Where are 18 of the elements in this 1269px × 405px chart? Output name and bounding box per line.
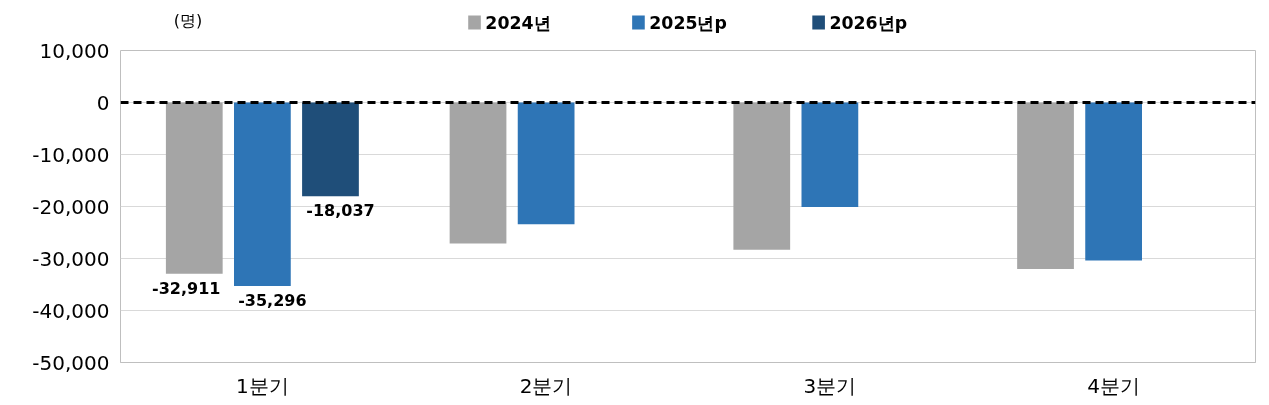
x-tick-label: 2분기 bbox=[519, 373, 573, 398]
y-tick-label: -50,000 bbox=[32, 350, 110, 375]
y-tick-label: -30,000 bbox=[32, 246, 110, 271]
data-label: -35,296 bbox=[238, 291, 307, 311]
y-tick-label: -40,000 bbox=[32, 298, 110, 323]
legend-label: 2025년p bbox=[649, 12, 727, 33]
legend-label: 2026년p bbox=[829, 12, 908, 33]
legend-label: 2024년 bbox=[485, 12, 551, 33]
y-tick-label: 0 bbox=[96, 90, 110, 115]
x-tick-label: 3분기 bbox=[803, 373, 857, 398]
x-tick-label: 4분기 bbox=[1087, 373, 1140, 398]
data-label: -18,037 bbox=[306, 201, 375, 221]
x-tick-label: 1분기 bbox=[236, 373, 289, 398]
data-label: -32,911 bbox=[152, 278, 221, 298]
y-axis-title: (명) bbox=[173, 11, 203, 30]
y-tick-label: -10,000 bbox=[32, 142, 110, 167]
y-tick-label: -20,000 bbox=[32, 194, 110, 219]
y-tick-label: 10,000 bbox=[39, 38, 110, 63]
